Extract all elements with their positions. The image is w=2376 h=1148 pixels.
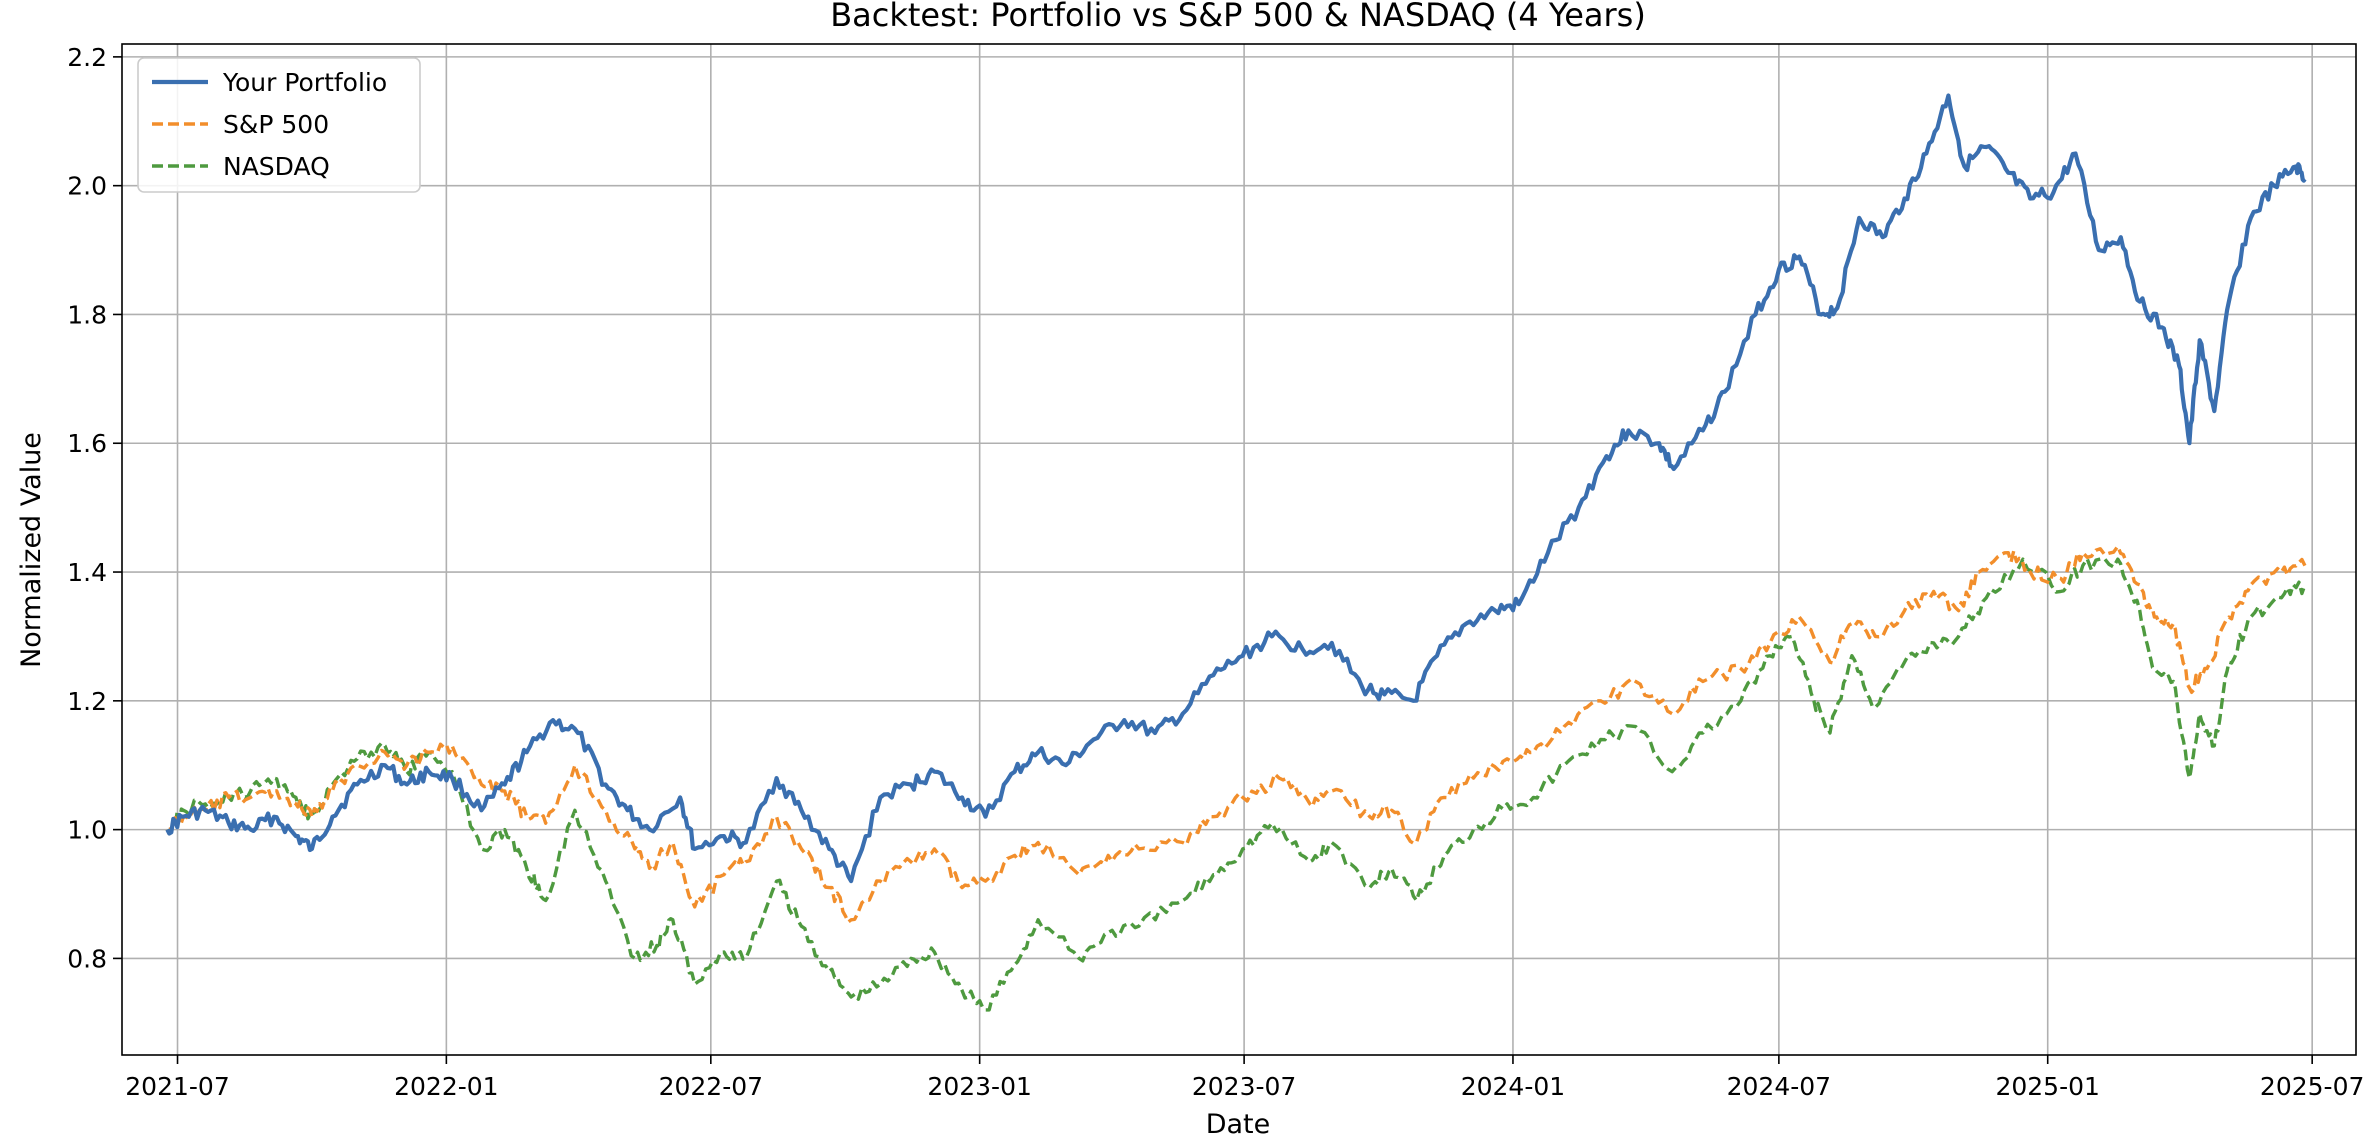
y-axis-label: Normalized Value (16, 432, 47, 668)
y-tick-label: 1.4 (67, 558, 107, 587)
grid (122, 44, 2356, 1055)
legend: Your Portfolio S&P 500 NASDAQ (137, 57, 421, 193)
legend-label: S&P 500 (223, 110, 329, 139)
x-tick-label: 2025-07 (2260, 1072, 2364, 1101)
x-tick-label: 2022-07 (659, 1072, 763, 1101)
x-tick-label: 2024-01 (1461, 1072, 1565, 1101)
y-tick-label: 0.8 (67, 944, 107, 973)
plot-frame (121, 43, 2357, 1056)
x-tick-label: 2023-07 (1192, 1072, 1296, 1101)
series-lines (165, 93, 2307, 1012)
x-axis-label: Date (1206, 1109, 1271, 1140)
series-line-your-portfolio (165, 93, 2307, 884)
series-line-s-p-500 (165, 544, 2307, 924)
chart-title: Backtest: Portfolio vs S&P 500 & NASDAQ … (830, 0, 1646, 34)
y-tick-label: 1.0 (67, 816, 107, 845)
x-tick-label: 2023-01 (927, 1072, 1031, 1101)
y-axis: 0.8 1.0 1.2 1.4 1.6 1.8 2.0 2.2 (67, 43, 122, 973)
y-tick-label: 1.6 (67, 429, 107, 458)
x-tick-label: 2024-07 (1727, 1072, 1831, 1101)
y-tick-label: 2.2 (67, 43, 107, 72)
x-tick-label: 2022-01 (394, 1072, 498, 1101)
legend-label: NASDAQ (223, 152, 330, 181)
x-axis: 2021-07 2022-01 2022-07 2023-01 2023-07 2024-… (125, 1055, 2364, 1101)
x-tick-label: 2025-01 (1995, 1072, 2099, 1101)
legend-box (137, 57, 421, 193)
x-tick-label: 2021-07 (125, 1072, 229, 1101)
y-tick-label: 1.2 (67, 687, 107, 716)
series-line-nasdaq (165, 557, 2307, 1012)
legend-label: Your Portfolio (222, 68, 387, 97)
y-tick-label: 2.0 (67, 172, 107, 201)
y-tick-label: 1.8 (67, 300, 107, 329)
